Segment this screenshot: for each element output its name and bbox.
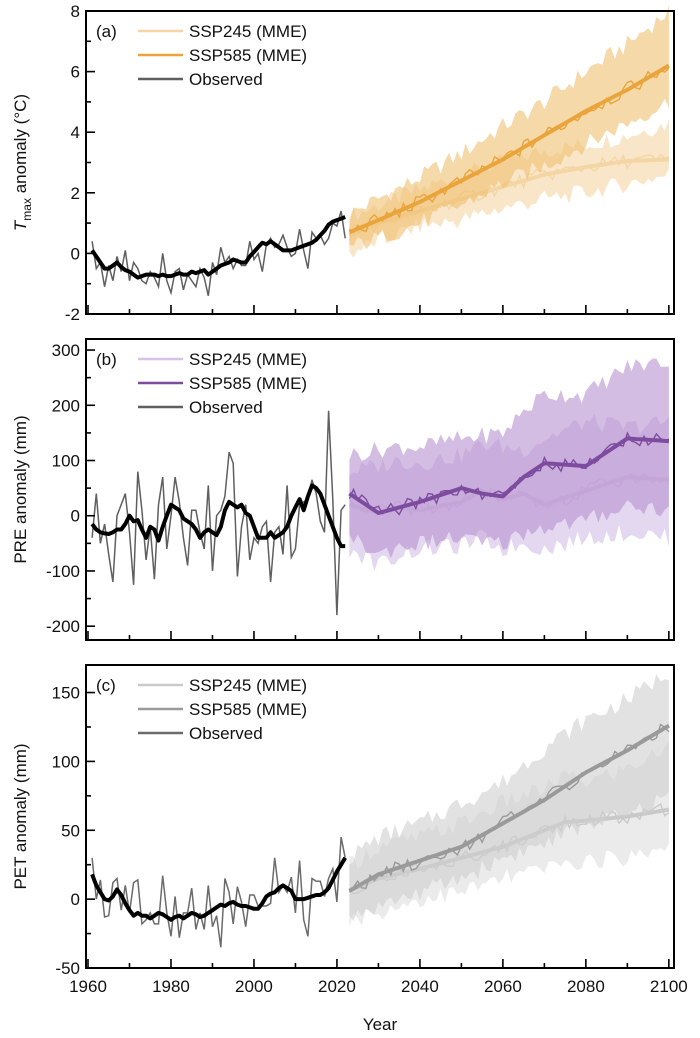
panel-c-pet: -50 0 50 100 150 1960 1980 2000 2020 2040 2060 2080… xyxy=(11,664,688,996)
panel-label: (b) xyxy=(96,350,117,369)
y-tick-label: 150 xyxy=(52,684,80,703)
y-tick-label: 4 xyxy=(71,123,80,142)
y-axis-title: Tmax anomaly (°C) xyxy=(11,94,34,231)
y-tick-label: 2 xyxy=(71,184,80,203)
y-tick-label: 200 xyxy=(52,396,80,415)
y-tick-label: 8 xyxy=(71,2,80,21)
legend-label-ssp245: SSP245 (MME) xyxy=(189,22,307,41)
y-axis-title: PET anomaly (mm) xyxy=(11,743,30,889)
panel-label: (a) xyxy=(96,22,117,41)
panel-a-tmax: -2 0 2 4 6 8 Tmax anomaly (°C) (a) SSP245 (MME) S… xyxy=(11,2,675,324)
y-tick-label: -200 xyxy=(46,617,80,636)
ssp585-uncertainty-band xyxy=(349,358,669,559)
y-tick-label: -50 xyxy=(55,959,80,978)
observed-annual-line xyxy=(91,210,346,296)
x-axis-title: Year xyxy=(363,1015,398,1034)
plot-frame xyxy=(85,338,675,641)
observed-smoothed-line xyxy=(90,483,346,549)
x-tick-label: 1960 xyxy=(69,977,107,996)
observed-smoothed-line xyxy=(90,856,347,922)
x-tick-label: 2020 xyxy=(318,977,356,996)
x-tick-label: 2100 xyxy=(650,977,688,996)
panel-label: (c) xyxy=(96,676,116,695)
ssp585-annual-line xyxy=(348,67,670,234)
observed-smoothed-line xyxy=(90,215,346,280)
x-tick-label: 2080 xyxy=(567,977,605,996)
y-tick-label: -2 xyxy=(65,305,80,324)
legend-label-ssp585: SSP585 (MME) xyxy=(189,46,307,65)
legend-label-observed: Observed xyxy=(189,724,263,743)
y-tick-label: 100 xyxy=(52,452,80,471)
legend-label-observed: Observed xyxy=(189,70,263,89)
ssp585-uncertainty-band xyxy=(349,673,669,922)
y-axis-title: PRE anomaly (mm) xyxy=(11,415,30,563)
ssp585-smoothed-line xyxy=(348,436,670,515)
x-tick-label: 2060 xyxy=(484,977,522,996)
y-tick-label: 100 xyxy=(52,752,80,771)
plot-frame xyxy=(85,664,675,969)
legend-label-ssp245: SSP245 (MME) xyxy=(189,676,307,695)
y-tick-label: 50 xyxy=(61,821,80,840)
ssp585-annual-line xyxy=(348,723,670,893)
y-tick-label: 6 xyxy=(71,63,80,82)
y-tick-label: 0 xyxy=(71,890,80,909)
x-tick-label: 2040 xyxy=(401,977,439,996)
y-title-subscript: max xyxy=(20,198,34,221)
y-tick-label: -100 xyxy=(46,562,80,581)
ssp585-smoothed-line xyxy=(348,63,670,235)
legend-label-ssp585: SSP585 (MME) xyxy=(189,700,307,719)
x-tick-label: 2000 xyxy=(235,977,273,996)
ssp585-uncertainty-band xyxy=(349,5,669,250)
legend-label-ssp585: SSP585 (MME) xyxy=(189,374,307,393)
ssp245-uncertainty-band xyxy=(349,119,669,258)
legend-label-ssp245: SSP245 (MME) xyxy=(189,350,307,369)
panel-b-pre: -200 -100 0 100 200 300 PRE anomaly (mm) (b) SSP… xyxy=(11,338,675,641)
y-tick-label: 0 xyxy=(71,244,80,263)
x-tick-label: 1980 xyxy=(152,977,190,996)
observed-annual-line xyxy=(91,837,346,948)
y-title-symbol: T xyxy=(11,219,30,231)
legend-label-observed: Observed xyxy=(189,398,263,417)
ssp585-smoothed-line xyxy=(348,723,670,893)
y-title-rest: anomaly (°C) xyxy=(11,94,30,198)
observed-annual-line xyxy=(91,410,346,616)
y-tick-label: 0 xyxy=(71,507,80,526)
y-tick-label: 300 xyxy=(52,341,80,360)
